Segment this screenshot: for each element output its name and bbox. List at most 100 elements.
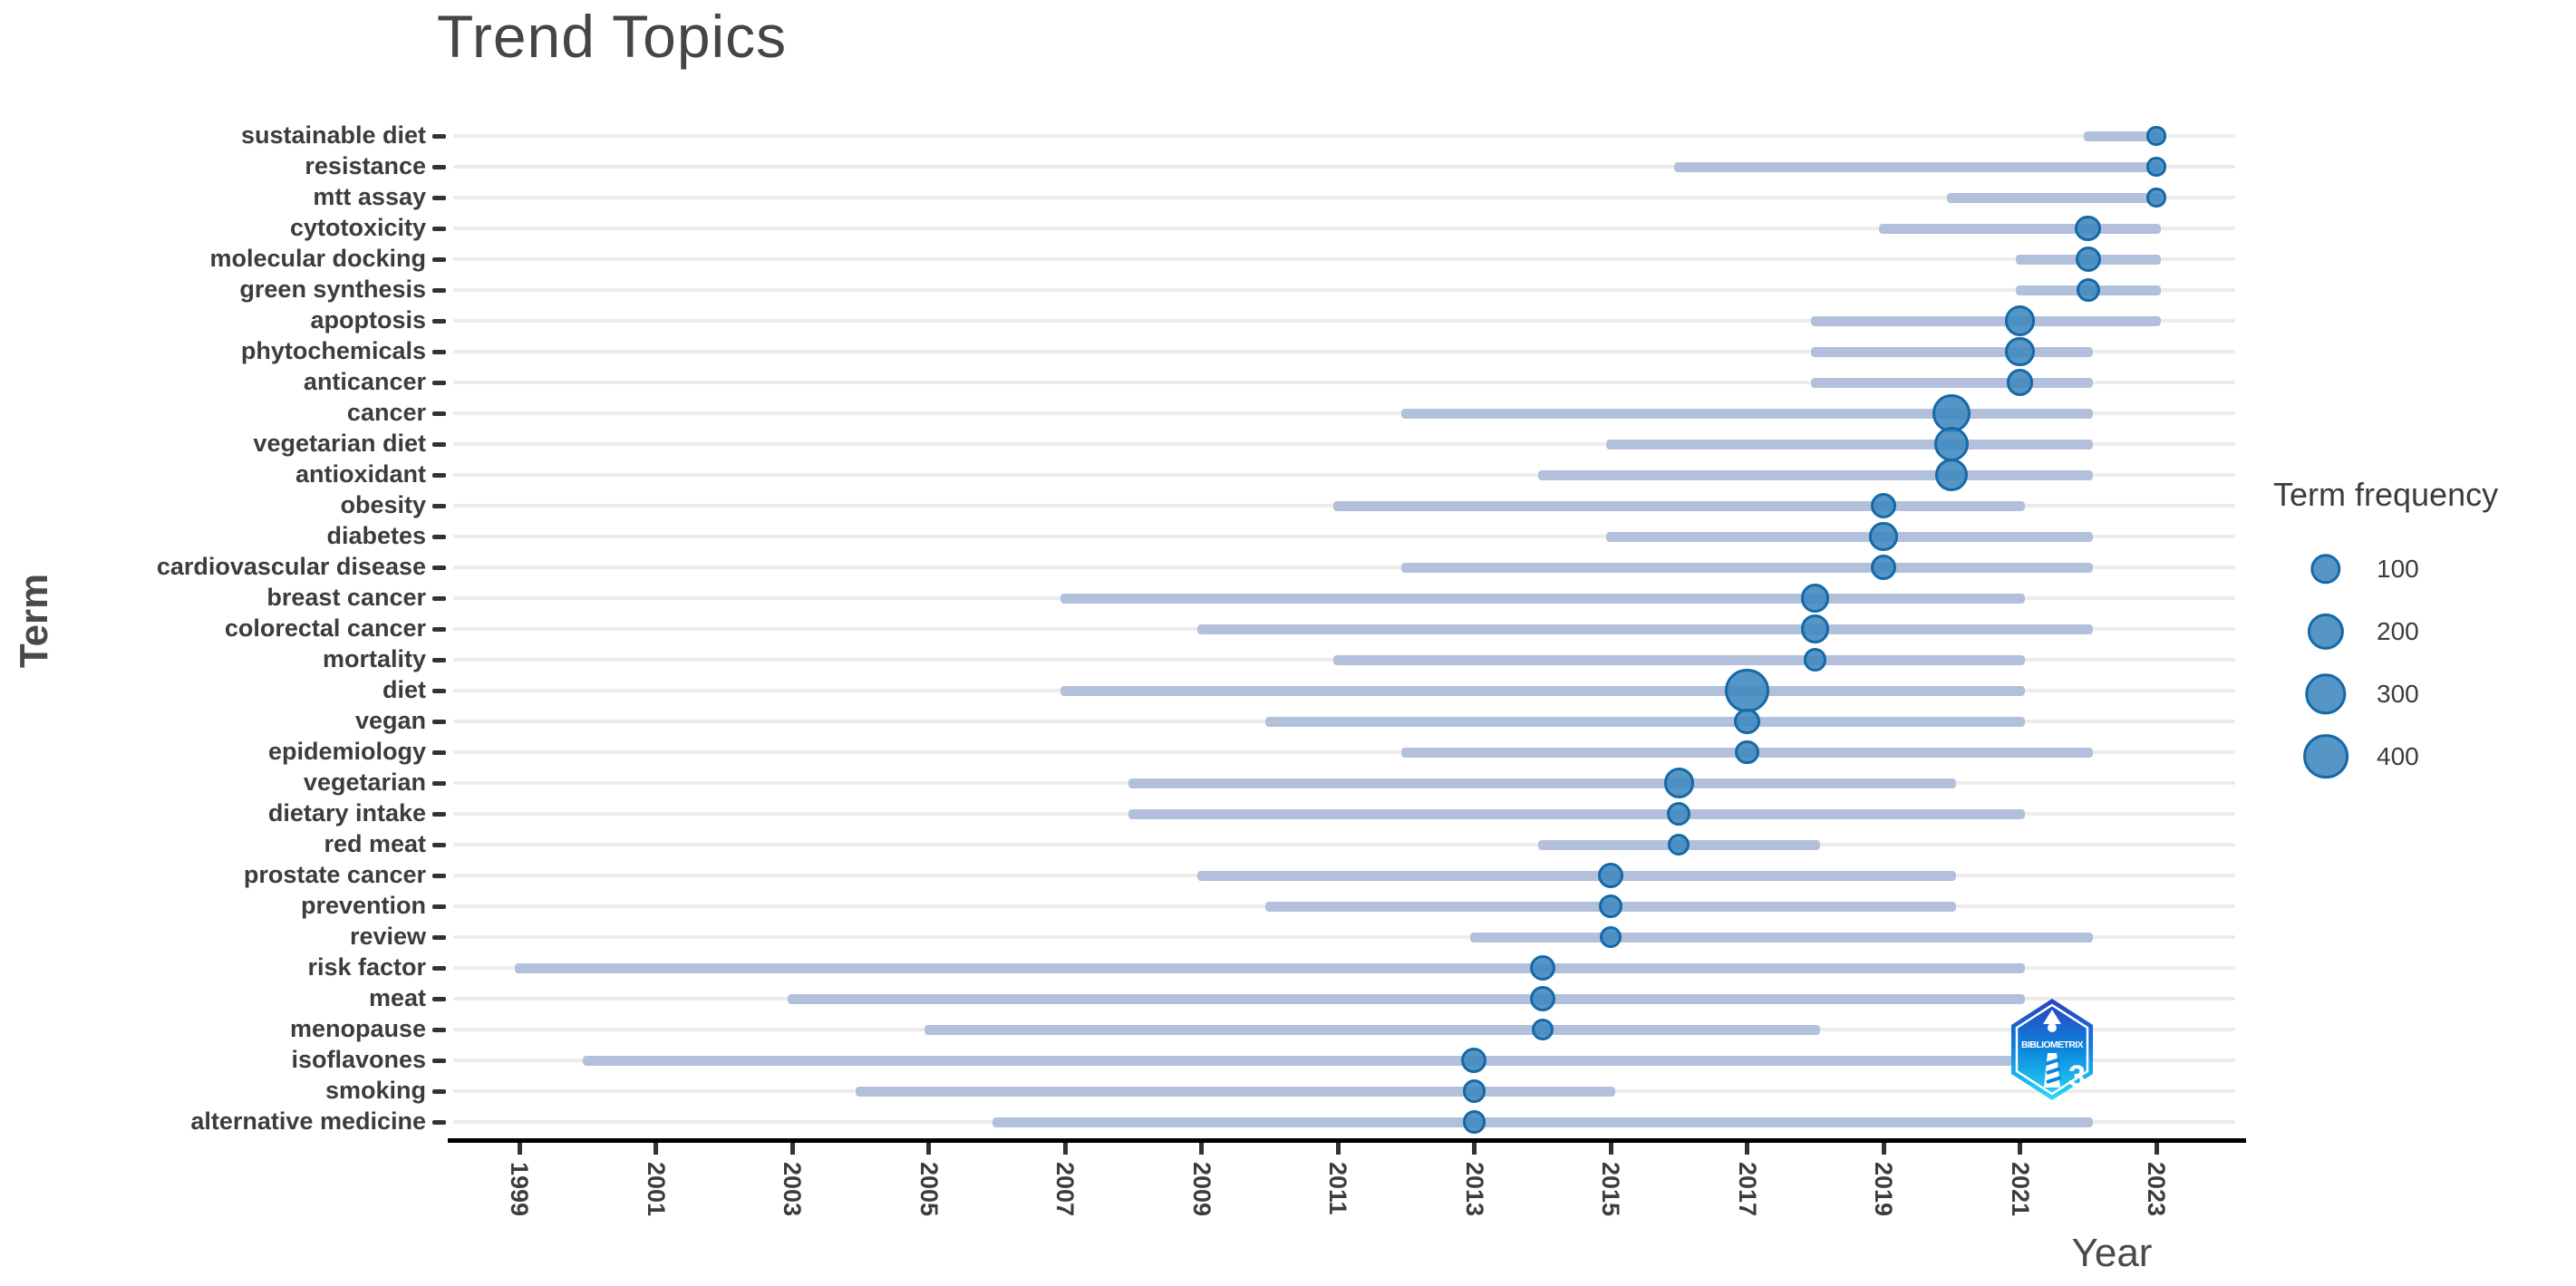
- legend-item: 100: [2273, 537, 2572, 600]
- term-range-line: [515, 962, 2025, 973]
- term-bubble[interactable]: [1599, 925, 1622, 949]
- term-bubble[interactable]: [2005, 336, 2035, 367]
- y-axis-label: resistance: [305, 152, 426, 179]
- gridline: [453, 196, 2235, 199]
- term-bubble[interactable]: [1667, 801, 1691, 827]
- term-bubble[interactable]: [2004, 305, 2036, 336]
- y-tick-mark: [432, 565, 446, 570]
- x-tick-label: 2021: [2006, 1162, 2034, 1217]
- term-bubble[interactable]: [2146, 126, 2166, 146]
- term-range-line: [1264, 716, 2025, 727]
- y-tick-mark: [432, 1119, 446, 1125]
- term-bubble[interactable]: [1869, 522, 1898, 551]
- term-bubble[interactable]: [1804, 648, 1827, 672]
- y-axis-label: phytochemicals: [240, 337, 426, 364]
- term-bubble[interactable]: [1934, 426, 1970, 462]
- term-bubble[interactable]: [2146, 188, 2166, 208]
- term-range-line: [1401, 562, 2093, 573]
- term-bubble[interactable]: [2006, 369, 2034, 396]
- y-tick-mark: [432, 780, 446, 786]
- term-bubble[interactable]: [2075, 215, 2102, 242]
- x-tick-label: 2001: [642, 1162, 670, 1217]
- x-tick-mark: [1745, 1143, 1749, 1155]
- x-tick-label: 2015: [1597, 1162, 1624, 1217]
- x-tick-label: 2005: [915, 1162, 943, 1217]
- y-tick-mark: [432, 996, 446, 1001]
- x-tick-label: 2009: [1187, 1162, 1215, 1217]
- x-tick-label: 2023: [2143, 1162, 2170, 1217]
- x-tick-mark: [1608, 1143, 1613, 1155]
- y-axis-label: sustainable diet: [240, 121, 426, 149]
- x-tick-mark: [1472, 1143, 1477, 1155]
- y-axis-label: mtt assay: [313, 183, 426, 210]
- term-bubble[interactable]: [1734, 708, 1760, 735]
- term-range-line: [1128, 808, 2025, 819]
- y-axis-label: vegetarian: [303, 769, 426, 796]
- legend-item: 200: [2273, 600, 2572, 662]
- term-bubble[interactable]: [1462, 1079, 1487, 1103]
- x-tick-label: 2011: [1324, 1162, 1351, 1215]
- y-axis-label: breast cancer: [266, 584, 426, 611]
- y-axis-label: diabetes: [326, 522, 426, 549]
- y-tick-mark: [432, 1058, 446, 1063]
- x-tick-mark: [654, 1143, 658, 1155]
- term-bubble[interactable]: [2075, 246, 2101, 272]
- x-tick-mark: [926, 1143, 931, 1155]
- y-tick-mark: [432, 749, 446, 755]
- x-tick-mark: [1199, 1143, 1204, 1155]
- legend-label: 300: [2377, 679, 2419, 708]
- x-tick-mark: [1062, 1143, 1068, 1155]
- y-axis-label: diet: [382, 676, 426, 703]
- y-axis-label: molecular docking: [209, 245, 426, 272]
- legend-item: 300: [2273, 662, 2572, 725]
- term-bubble[interactable]: [1597, 862, 1623, 888]
- y-axis-label: red meat: [324, 830, 426, 857]
- term-bubble[interactable]: [1668, 833, 1690, 856]
- y-tick-mark: [432, 133, 446, 139]
- logo-hexagon: [2011, 999, 2093, 1100]
- term-bubble[interactable]: [1461, 1047, 1487, 1073]
- term-range-line: [788, 993, 2025, 1004]
- legend-label: 100: [2377, 554, 2419, 583]
- term-range-line: [924, 1024, 1820, 1035]
- term-bubble[interactable]: [1932, 394, 1971, 432]
- term-bubble[interactable]: [1801, 614, 1830, 643]
- term-bubble[interactable]: [1735, 740, 1759, 765]
- term-bubble[interactable]: [1870, 492, 1896, 518]
- term-bubble[interactable]: [1529, 954, 1555, 981]
- logo-wordmark: BIBLIOMETRIX: [2021, 1039, 2084, 1050]
- term-bubble[interactable]: [1663, 768, 1694, 798]
- term-bubble[interactable]: [1935, 458, 1969, 492]
- term-bubble[interactable]: [1598, 894, 1623, 919]
- y-axis-label: colorectal cancer: [224, 614, 426, 642]
- term-bubble[interactable]: [1529, 985, 1555, 1011]
- y-axis-label: cytotoxicity: [289, 214, 426, 241]
- gridline: [453, 381, 2235, 384]
- term-bubble[interactable]: [1801, 584, 1830, 613]
- term-bubble[interactable]: [1462, 1110, 1487, 1134]
- y-tick-mark: [432, 256, 446, 262]
- term-range-line: [1606, 439, 2093, 450]
- y-tick-mark: [432, 349, 446, 354]
- y-axis-label: dietary intake: [267, 799, 426, 827]
- term-range-line: [856, 1086, 1615, 1097]
- term-bubble[interactable]: [2146, 157, 2166, 177]
- term-range-line: [1469, 932, 2093, 943]
- term-frequency-legend: Term frequency 100 200 300 400: [2273, 476, 2572, 788]
- x-tick-mark: [517, 1143, 522, 1155]
- term-range-line: [1401, 408, 2093, 419]
- y-tick-mark: [432, 226, 446, 231]
- legend-label: 200: [2377, 616, 2419, 645]
- gridline: [453, 165, 2235, 169]
- term-bubble[interactable]: [2076, 278, 2100, 302]
- gridline: [453, 442, 2235, 446]
- term-bubble[interactable]: [1870, 554, 1896, 580]
- term-range-line: [1810, 346, 2093, 357]
- y-axis-label: apoptosis: [310, 306, 426, 334]
- legend-items: 100 200 300 400: [2273, 537, 2572, 788]
- x-tick-label: 2007: [1051, 1162, 1079, 1217]
- term-bubble[interactable]: [1725, 668, 1769, 713]
- y-tick-mark: [432, 503, 446, 508]
- y-axis-label: cancer: [346, 399, 426, 426]
- term-bubble[interactable]: [1531, 1018, 1554, 1041]
